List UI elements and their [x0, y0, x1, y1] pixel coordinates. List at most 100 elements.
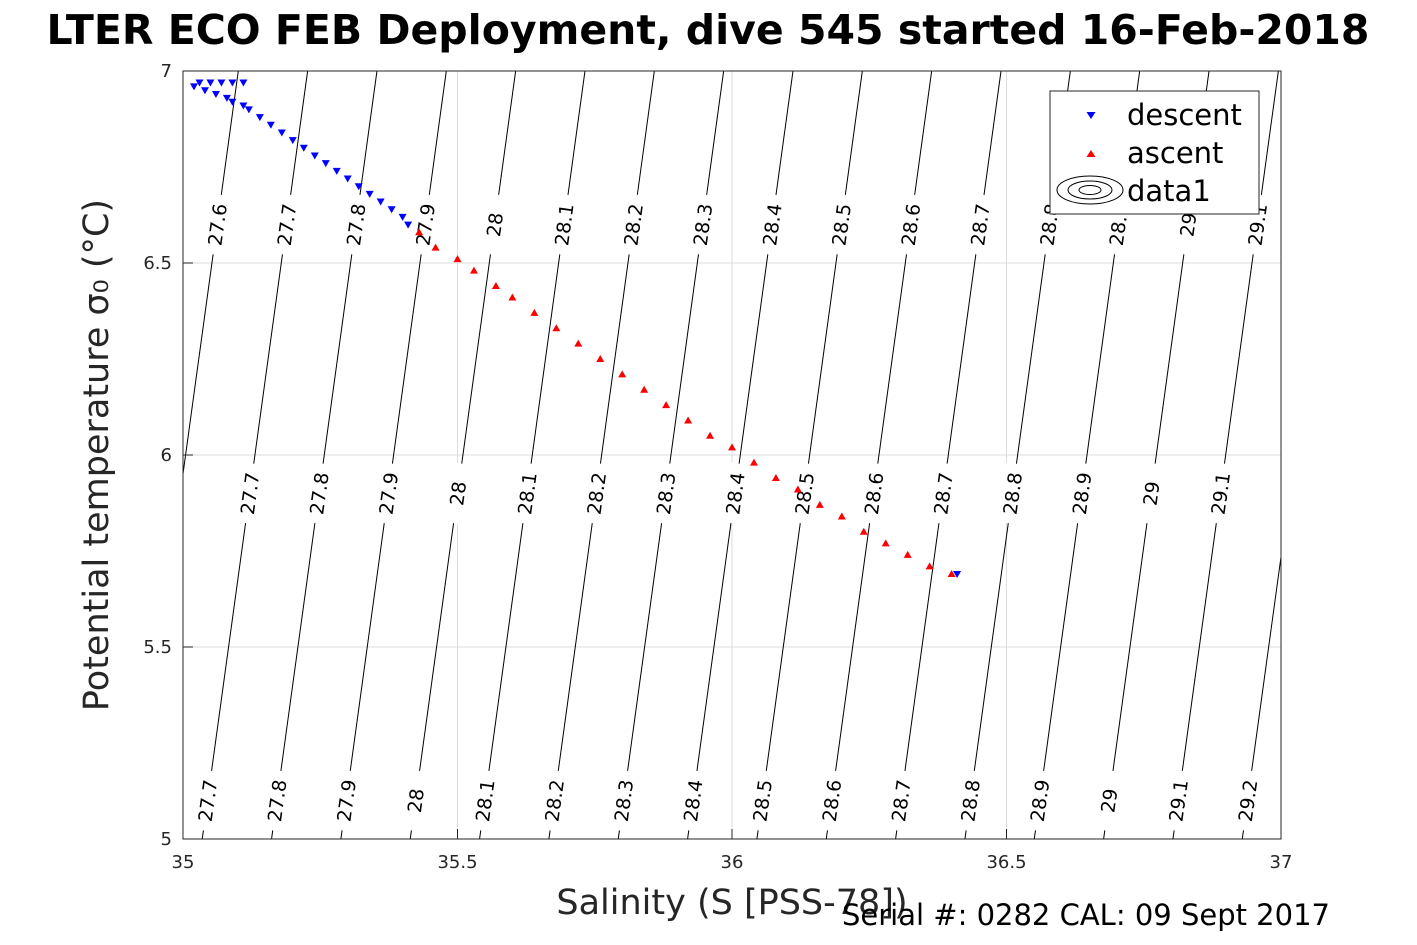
- legend-ascent-label: ascent: [1127, 136, 1223, 170]
- ascent-point: [771, 474, 780, 482]
- ascent-point: [469, 266, 478, 274]
- x-axis-label: Salinity (S [PSS-78]): [556, 883, 907, 923]
- descent-point: [217, 79, 226, 87]
- serial-calibration-text: Serial #: 0282 CAL: 09 Sept 2017: [842, 898, 1330, 932]
- contour-label-bg: [955, 769, 986, 832]
- contour-label-bg: [548, 193, 579, 256]
- contour-label-bg: [400, 769, 431, 832]
- ascent-point: [684, 416, 693, 424]
- contour-label-bg: [410, 193, 441, 256]
- contour-label-bg: [469, 769, 500, 832]
- contour-label-bg: [1232, 769, 1263, 832]
- contour-label-bg: [895, 193, 926, 256]
- contour-label-bg: [928, 462, 959, 525]
- descent-point: [222, 94, 231, 102]
- y-tick-label: 7: [161, 61, 172, 82]
- y-axis-label: Potential temperature σ₀ (°C): [77, 199, 117, 711]
- x-tick-label: 36: [721, 852, 744, 873]
- descent-point: [239, 79, 248, 87]
- contour-label-bg: [1066, 462, 1097, 525]
- ascent-point: [749, 458, 758, 466]
- contour-label: 29: [1176, 211, 1201, 238]
- legend-ascent-marker: [1086, 150, 1096, 157]
- contour-label-bg: [234, 462, 265, 525]
- ascent-point: [574, 339, 583, 347]
- x-tick-label: 37: [1270, 852, 1293, 873]
- descent-point: [953, 571, 962, 579]
- contour-label: 28: [404, 787, 429, 814]
- ascent-point: [706, 431, 715, 439]
- contour-label-bg: [1093, 769, 1124, 832]
- ascent-point: [508, 293, 517, 301]
- density-contour: [1312, 71, 1417, 839]
- descent-point: [321, 160, 330, 168]
- contour-label-bg: [271, 193, 302, 256]
- ascent-point: [903, 550, 912, 558]
- contour-label-bg: [608, 769, 639, 832]
- contour-label: 29: [1097, 787, 1122, 814]
- y-tick-label: 6: [161, 445, 172, 466]
- ascent-point: [837, 512, 846, 520]
- descent-point: [228, 98, 237, 106]
- contour-label-bg: [581, 462, 612, 525]
- contour-label-bg: [756, 193, 787, 256]
- density-contour: [1241, 553, 1281, 839]
- descent-point: [189, 83, 198, 91]
- descent-point: [365, 190, 374, 198]
- chart-title: LTER ECO FEB Deployment, dive 545 starte…: [46, 6, 1370, 54]
- ascent-point: [728, 443, 736, 451]
- contour-label-bg: [340, 193, 371, 256]
- descent-point: [239, 102, 248, 110]
- descent-point: [255, 114, 264, 122]
- x-tick-label: 36.5: [986, 852, 1026, 873]
- contour-label-bg: [202, 193, 233, 256]
- ascent-point: [640, 385, 649, 393]
- contour-label-bg: [192, 769, 223, 832]
- descent-point: [404, 221, 413, 229]
- x-tick-label: 35: [172, 852, 195, 873]
- contour-label-bg: [687, 193, 718, 256]
- contour-label-bg: [331, 769, 362, 832]
- descent-point: [299, 144, 308, 152]
- descent-point: [332, 167, 341, 175]
- contour-label-bg: [618, 193, 649, 256]
- contour-label-bg: [964, 193, 995, 256]
- contour-label-bg: [539, 769, 570, 832]
- contour-label-bg: [479, 193, 510, 256]
- ascent-point: [453, 255, 462, 263]
- ascent-point: [662, 401, 671, 409]
- descent-point: [244, 106, 253, 114]
- y-tick-label: 5.5: [143, 637, 172, 658]
- contour-label-bg: [1024, 769, 1055, 832]
- descent-point: [195, 79, 204, 87]
- contour-label: 29: [1140, 480, 1165, 507]
- contour-label-bg: [442, 462, 473, 525]
- contour-label: 28: [483, 211, 508, 238]
- contour-label-bg: [1163, 769, 1194, 832]
- contour-label-bg: [1136, 462, 1167, 525]
- descent-point: [376, 198, 385, 206]
- descent-point: [228, 79, 237, 87]
- ascent-point: [618, 370, 627, 378]
- contour-label-bg: [512, 462, 542, 525]
- descent-point: [354, 183, 363, 191]
- ascent-point: [431, 243, 440, 251]
- x-tick-label: 35.5: [437, 852, 477, 873]
- legend[interactable]: descent ascent data1: [1049, 90, 1260, 215]
- contour-label: 28: [446, 480, 471, 507]
- descent-point: [387, 206, 396, 214]
- contour-label-bg: [789, 462, 820, 525]
- contour-label-bg: [373, 462, 404, 525]
- ascent-point: [859, 527, 868, 535]
- contour-label-bg: [826, 193, 857, 256]
- ascent-point: [491, 282, 500, 290]
- ascent-point: [925, 562, 934, 570]
- y-tick-label: 5: [161, 829, 172, 850]
- descent-point: [200, 87, 209, 95]
- contour-label-bg: [261, 769, 292, 832]
- descent-point: [288, 137, 297, 145]
- ascent-point: [415, 228, 424, 236]
- legend-data1-label: data1: [1127, 174, 1211, 208]
- ascent-point: [530, 308, 539, 316]
